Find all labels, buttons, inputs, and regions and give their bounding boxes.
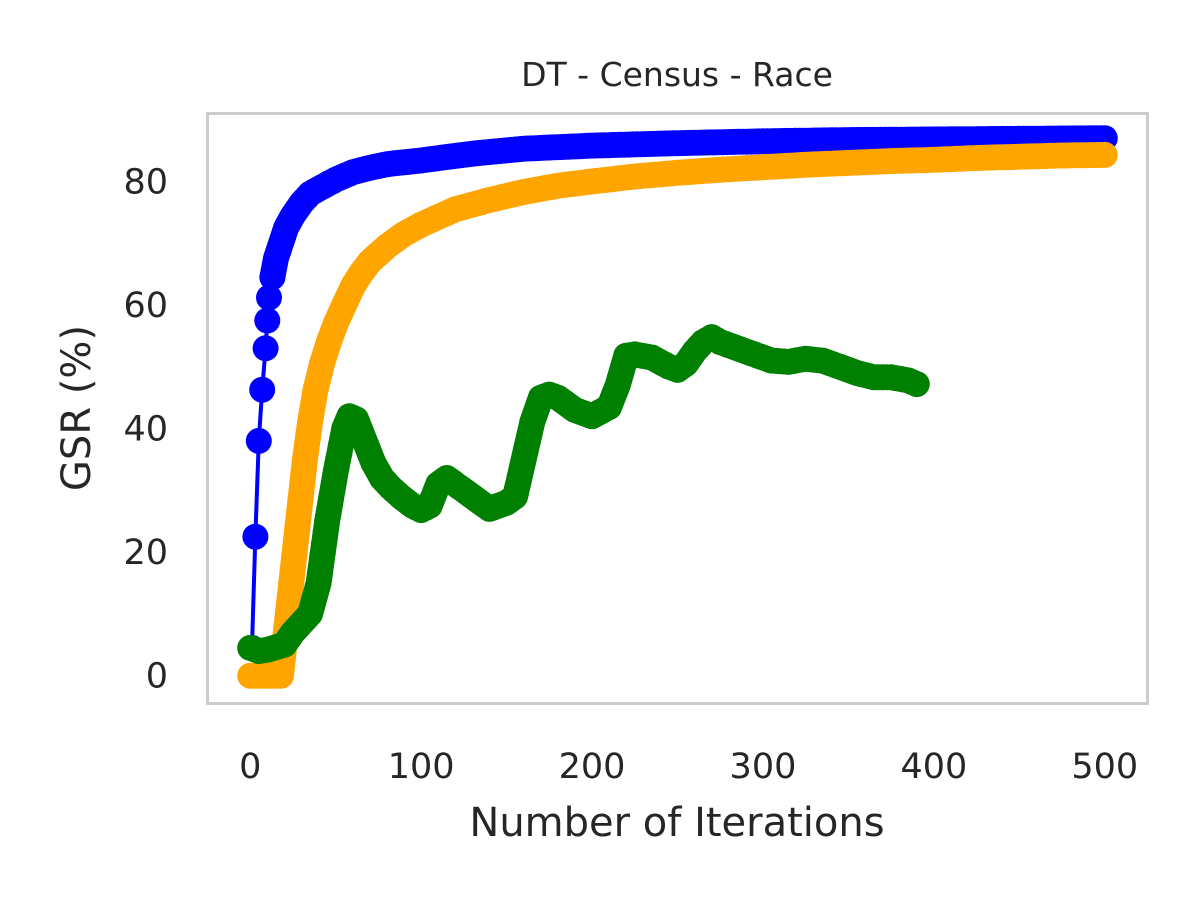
series-1 — [237, 141, 1118, 689]
data-point — [242, 523, 269, 550]
y-tick-labels: 0 20 40 60 80 — [123, 162, 168, 696]
x-tick-label: 500 — [1071, 747, 1138, 787]
series-layer — [237, 125, 1118, 689]
series-line — [250, 152, 1105, 678]
x-tick-labels: 0 100 200 300 400 500 — [239, 747, 1138, 787]
y-tick-label: 40 — [123, 410, 168, 450]
data-point — [1091, 141, 1118, 168]
plot-frame — [206, 112, 1149, 705]
x-tick-label: 300 — [730, 747, 797, 787]
x-tick-label: 200 — [559, 747, 626, 787]
y-tick-label: 0 — [146, 657, 168, 697]
chart-title: DT - Census - Race — [521, 55, 833, 94]
series-0 — [238, 125, 1118, 661]
data-point — [903, 371, 930, 398]
series-line — [249, 136, 1105, 648]
data-point — [254, 307, 281, 334]
y-tick-label: 20 — [123, 533, 168, 573]
series-2 — [237, 324, 930, 664]
y-tick-label: 80 — [123, 162, 168, 202]
data-point — [245, 427, 272, 454]
x-tick-label: 400 — [900, 747, 967, 787]
y-axis-label: GSR (%) — [54, 325, 100, 491]
data-point — [252, 335, 279, 362]
data-point — [256, 284, 282, 311]
x-tick-label: 100 — [388, 747, 455, 787]
x-tick-label: 0 — [239, 747, 261, 787]
x-axis-label: Number of Iterations — [469, 800, 884, 846]
data-point — [249, 376, 276, 403]
y-tick-label: 60 — [123, 286, 168, 326]
series-line — [249, 334, 918, 654]
